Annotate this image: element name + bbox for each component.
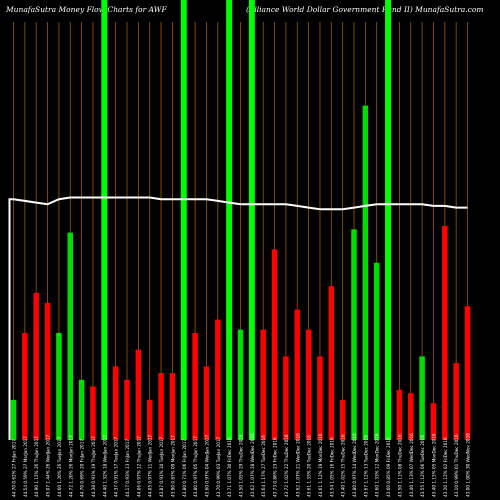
bar [33,292,39,440]
bar [44,302,51,440]
x-tick-label: 43.90 0.87% 09 MonJan 2017 [170,435,175,497]
x-tick-label: 43.61 1.12% 19 MonDec 2016 [318,433,323,497]
bar [351,229,357,440]
x-tick-label: 44.05 0.97% 11 WedJan 2017 [148,434,153,497]
bar [271,249,278,440]
x-tick-label: 43.64 1.17% 27 TueDec 2016 [261,435,266,497]
bar [56,332,62,440]
bar [294,309,300,440]
x-tick-label: 43.62 1.07% 28 WedDec 2016 [250,433,255,497]
x-tick-label: 43.80 0.71% 06 FriJan 2017 [182,439,187,497]
bar [215,319,221,440]
bar [260,329,266,440]
x-tick-label: 43.62 1.07% 21 WedDec 2016 [295,433,300,497]
bar [317,356,323,440]
bar [464,306,471,440]
chart-title-left: MunafaSutra Money Flow Charts for AWF [6,5,167,14]
highlight-column [385,0,392,440]
money-flow-line [8,196,468,440]
bar [158,373,164,440]
bar [124,379,130,440]
bar [430,403,437,440]
x-tick-label: 43.40 1.15% 05 MonDec 2016 [431,433,436,497]
x-tick-label: 43.60 1.33% 12 MonDec 2016 [375,433,380,497]
x-tick-label: 43.70 0.99% 03 TueJan 2017 [216,436,221,497]
x-tick-label: 43.50 1.05% 29 ThuDec 2016 [239,434,244,497]
x-tick-label: 43.80 0.97% 14 WedDec 2016 [352,433,357,497]
bar [396,389,403,440]
x-tick-label: 44.38 0.91% 19 ThuJan 2017 [91,436,96,497]
x-tick-label: 43.60 0.97% 04 WedJan 2017 [204,434,209,497]
x-tick-label: 43.61 1.33% 20 TueDec 2016 [307,435,312,497]
x-tick-label: 43.20 1.12% 02 FriDec 2016 [443,437,448,497]
bar [237,329,244,440]
bar [203,366,210,440]
bar [305,329,312,440]
x-tick-label: 43.40 1.13% 07 WedDec 2016 [409,433,414,497]
x-tick-label: 43.67 1.12% 13 TueDec 2016 [363,435,368,497]
bar [192,332,198,440]
bar [67,232,73,440]
x-tick-label: 44.54 0.59% 27 MarJan 2017 [23,436,28,497]
bar [135,349,142,440]
x-tick-label: 44.72 1.20% 26 MonJan 2017 [68,435,73,497]
x-tick-label: 44.17 0.93% 13 FriJan 2017 [125,439,130,497]
bar [408,393,414,440]
bar [146,399,153,440]
bar [10,399,17,440]
x-tick-label: 44.06 0.97% 12 ThuJan 2017 [136,436,141,497]
x-tick-label: 43.80 0.97% 05 ThuJan 2017 [193,436,198,497]
bar [283,356,289,440]
x-tick-label: 44.70 0.62% 27 FriJan 2017 [12,439,17,497]
highlight-column [248,0,255,440]
x-tick-label: 44.70 0.69% 20 FriJan 2017 [80,439,85,497]
x-tick-label: 44.90 1.15% 26 ThuJan 2017 [34,436,39,497]
x-tick-label: 43.72 1.02% 22 ThuDec 2016 [284,434,289,497]
bar [169,373,176,440]
bar [419,356,425,440]
bar [22,332,28,440]
x-tick-label: 43.71 1.07% 30 FriDec 2016 [227,437,232,497]
chart-title-right: (Alliance World Dollar Government Fund I… [246,5,484,14]
bar [328,286,335,440]
x-tick-label: 43.10 0.99% 01 ThuDec 2016 [454,434,459,497]
bar [442,225,448,440]
highlight-column [180,0,187,440]
x-tick-label: 43.73 0.86% 23 FriDec 2016 [273,437,278,497]
bar [362,105,369,440]
x-tick-label: 43.55 1.12% 06 TueDec 2016 [420,435,425,497]
bar [112,366,119,440]
x-tick-label: 45.07 1.44% 26 WedJan 2017 [46,434,51,497]
bar [453,363,459,440]
x-tick-label: 43.00 1.00% 30 WedNov 2016 [466,433,471,497]
x-tick-label: 44.60 1.20% 26 TueJan 2017 [57,436,62,497]
bar [373,262,380,440]
bar [78,379,85,440]
bar [339,399,346,440]
highlight-column [101,0,108,440]
x-tick-label: 43.60 0.85% 09 FriDec 2016 [386,437,391,497]
highlight-column [226,0,233,440]
x-tick-label: 44.40 1.32% 18 WedJan 2017 [102,434,107,497]
bar [90,386,96,440]
x-tick-label: 44.37 0.91% 17 TueJan 2017 [114,436,119,497]
x-tick-label: 43.54 1.05% 16 FriDec 2016 [329,437,334,497]
x-tick-label: 43.87 0.91% 10 TueJan 2017 [159,436,164,497]
x-tick-label: 43.40 1.02% 15 ThuDec 2016 [341,434,346,497]
x-tick-label: 43.50 1.11% 08 ThuDec 2016 [397,434,402,497]
